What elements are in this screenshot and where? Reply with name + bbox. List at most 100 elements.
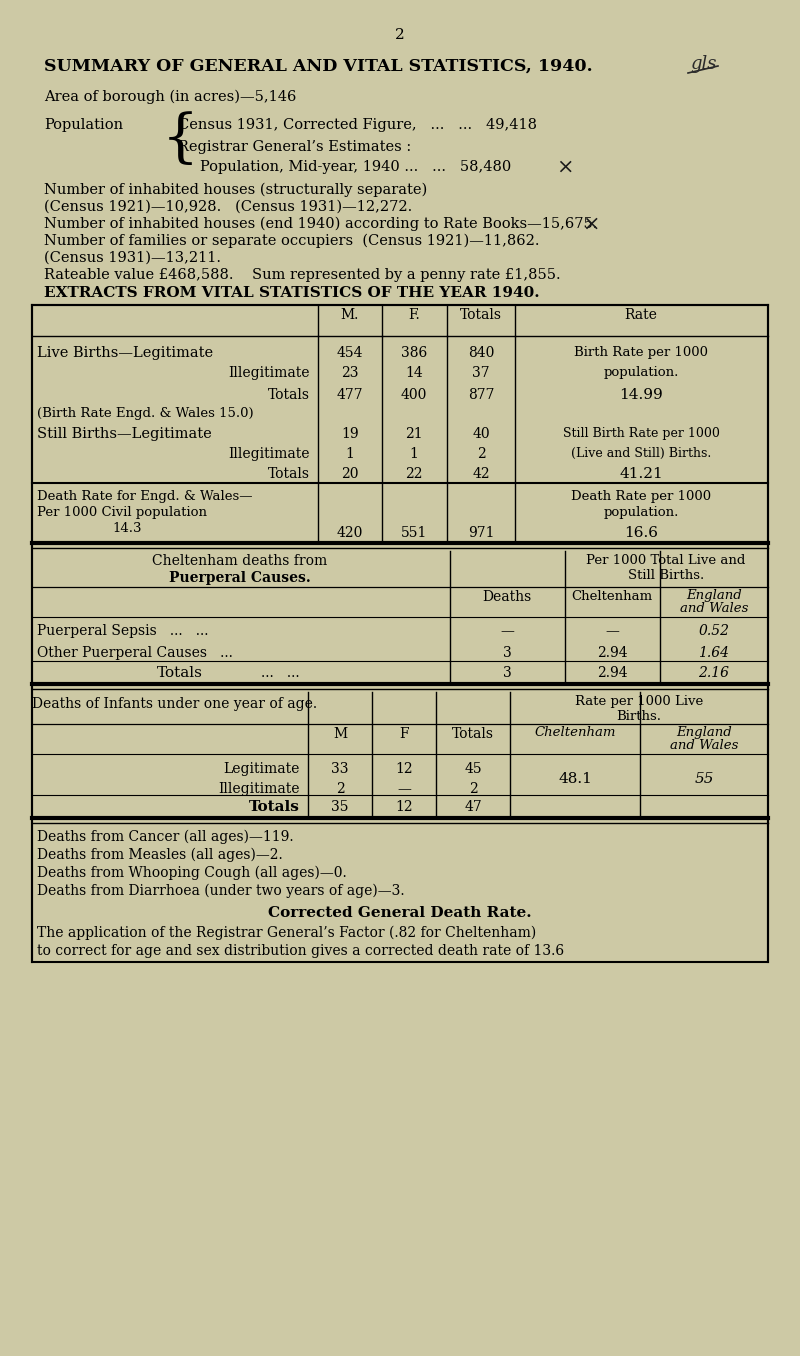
Text: 55: 55 xyxy=(694,772,714,786)
Text: Number of families or separate occupiers  (Census 1921)—11,862.: Number of families or separate occupiers… xyxy=(44,235,539,248)
Text: 840: 840 xyxy=(468,346,494,359)
Text: Rate: Rate xyxy=(625,308,658,321)
Text: 21: 21 xyxy=(405,427,423,441)
Text: —: — xyxy=(605,624,619,639)
Text: Still Birth Rate per 1000: Still Birth Rate per 1000 xyxy=(562,427,719,439)
Text: 551: 551 xyxy=(401,526,427,540)
Text: Live Births—Legitimate: Live Births—Legitimate xyxy=(37,346,213,359)
Text: F: F xyxy=(399,727,409,740)
Text: 14: 14 xyxy=(405,366,423,380)
Text: (Census 1931)—13,211.: (Census 1931)—13,211. xyxy=(44,251,221,264)
Text: population.: population. xyxy=(603,366,678,378)
Text: Deaths from Measles (all ages)—2.: Deaths from Measles (all ages)—2. xyxy=(37,848,282,862)
Text: 2.94: 2.94 xyxy=(597,645,627,660)
Text: The application of the Registrar General’s Factor (.82 for Cheltenham): The application of the Registrar General… xyxy=(37,926,536,941)
Text: 3: 3 xyxy=(502,645,511,660)
Text: Totals: Totals xyxy=(249,800,300,814)
Text: 48.1: 48.1 xyxy=(558,772,592,786)
Text: 35: 35 xyxy=(331,800,349,814)
Text: 2.94: 2.94 xyxy=(597,666,627,679)
Text: population.: population. xyxy=(603,506,678,519)
Text: F.: F. xyxy=(408,308,420,321)
Text: to correct for age and sex distribution gives a corrected death rate of 13.6: to correct for age and sex distribution … xyxy=(37,944,564,957)
Text: 3: 3 xyxy=(502,666,511,679)
Text: and Wales: and Wales xyxy=(680,602,748,616)
Text: Still Births.: Still Births. xyxy=(628,570,704,582)
Text: Cheltenham: Cheltenham xyxy=(534,725,616,739)
Text: England: England xyxy=(686,589,742,602)
Text: 2: 2 xyxy=(477,447,486,461)
Text: ...   ...: ... ... xyxy=(261,666,299,679)
Text: 12: 12 xyxy=(395,762,413,776)
Text: Births.: Births. xyxy=(617,711,662,723)
Text: Cheltenham: Cheltenham xyxy=(571,590,653,603)
Text: (Census 1921)—10,928.   (Census 1931)—12,272.: (Census 1921)—10,928. (Census 1931)—12,2… xyxy=(44,199,412,214)
Text: 2.16: 2.16 xyxy=(698,666,730,679)
Text: Per 1000 Civil population: Per 1000 Civil population xyxy=(37,506,207,519)
Text: gls: gls xyxy=(690,56,717,73)
Text: (Birth Rate Engd. & Wales 15.0): (Birth Rate Engd. & Wales 15.0) xyxy=(37,407,254,420)
Text: Cheltenham deaths from: Cheltenham deaths from xyxy=(152,555,328,568)
Text: Illegitimate: Illegitimate xyxy=(229,447,310,461)
Text: 12: 12 xyxy=(395,800,413,814)
Text: Deaths of Infants under one year of age.: Deaths of Infants under one year of age. xyxy=(33,697,318,711)
Text: Illegitimate: Illegitimate xyxy=(218,782,300,796)
Text: 454: 454 xyxy=(337,346,363,359)
Text: Population, Mid-year, 1940 ...   ...   58,480: Population, Mid-year, 1940 ... ... 58,48… xyxy=(200,160,511,174)
Text: Birth Rate per 1000: Birth Rate per 1000 xyxy=(574,346,708,359)
Text: 37: 37 xyxy=(472,366,490,380)
Text: Totals: Totals xyxy=(460,308,502,321)
Text: Census 1931, Corrected Figure,   ...   ...   49,418: Census 1931, Corrected Figure, ... ... 4… xyxy=(178,118,537,132)
Text: Per 1000 Total Live and: Per 1000 Total Live and xyxy=(586,555,746,567)
Text: —: — xyxy=(500,624,514,639)
Text: 1.64: 1.64 xyxy=(698,645,730,660)
Text: SUMMARY OF GENERAL AND VITAL STATISTICS, 1940.: SUMMARY OF GENERAL AND VITAL STATISTICS,… xyxy=(44,58,593,75)
Text: Corrected General Death Rate.: Corrected General Death Rate. xyxy=(268,906,532,919)
Text: 20: 20 xyxy=(342,466,358,481)
Text: Totals: Totals xyxy=(268,388,310,401)
Text: EXTRACTS FROM VITAL STATISTICS OF THE YEAR 1940.: EXTRACTS FROM VITAL STATISTICS OF THE YE… xyxy=(44,286,540,300)
Text: 16.6: 16.6 xyxy=(624,526,658,540)
Text: Number of inhabited houses (end 1940) according to Rate Books—15,675.: Number of inhabited houses (end 1940) ac… xyxy=(44,217,598,232)
Text: (Live and Still) Births.: (Live and Still) Births. xyxy=(571,447,711,460)
Text: 971: 971 xyxy=(468,526,494,540)
Text: 47: 47 xyxy=(464,800,482,814)
Text: Registrar General’s Estimates :: Registrar General’s Estimates : xyxy=(178,140,411,155)
Text: Number of inhabited houses (structurally separate): Number of inhabited houses (structurally… xyxy=(44,183,427,198)
Text: 400: 400 xyxy=(401,388,427,401)
Text: 22: 22 xyxy=(406,466,422,481)
Text: 386: 386 xyxy=(401,346,427,359)
Text: {: { xyxy=(162,113,199,168)
Text: M: M xyxy=(333,727,347,740)
Text: 40: 40 xyxy=(472,427,490,441)
Text: Death Rate for Engd. & Wales—: Death Rate for Engd. & Wales— xyxy=(37,490,253,503)
Text: 0.52: 0.52 xyxy=(698,624,730,639)
Text: 877: 877 xyxy=(468,388,494,401)
Text: 14.3: 14.3 xyxy=(112,522,142,536)
Text: Deaths from Diarrhoea (under two years of age)—3.: Deaths from Diarrhoea (under two years o… xyxy=(37,884,405,899)
Text: Rate per 1000 Live: Rate per 1000 Live xyxy=(575,696,703,708)
Text: 2: 2 xyxy=(395,28,405,42)
Text: 33: 33 xyxy=(331,762,349,776)
Text: 42: 42 xyxy=(472,466,490,481)
Text: 1: 1 xyxy=(346,447,354,461)
Text: Totals: Totals xyxy=(157,666,203,679)
Text: Legitimate: Legitimate xyxy=(224,762,300,776)
Text: 1: 1 xyxy=(410,447,418,461)
Text: —: — xyxy=(397,782,411,796)
Text: M.: M. xyxy=(341,308,359,321)
Text: Area of borough (in acres)—5,146: Area of borough (in acres)—5,146 xyxy=(44,89,296,104)
Text: Puerperal Sepsis   ...   ...: Puerperal Sepsis ... ... xyxy=(37,624,209,639)
Text: Population: Population xyxy=(44,118,123,132)
Text: 19: 19 xyxy=(341,427,359,441)
Text: 2: 2 xyxy=(336,782,344,796)
Text: England: England xyxy=(676,725,732,739)
Text: Totals: Totals xyxy=(268,466,310,481)
Text: Puerperal Causes.: Puerperal Causes. xyxy=(169,571,311,584)
Text: 477: 477 xyxy=(337,388,363,401)
Text: and Wales: and Wales xyxy=(670,739,738,753)
Text: Deaths: Deaths xyxy=(482,590,532,603)
Text: 45: 45 xyxy=(464,762,482,776)
Text: 2: 2 xyxy=(469,782,478,796)
Text: Other Puerperal Causes   ...: Other Puerperal Causes ... xyxy=(37,645,233,660)
